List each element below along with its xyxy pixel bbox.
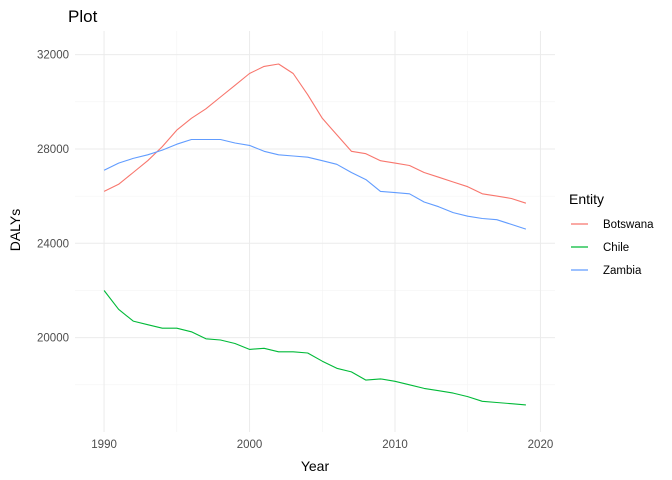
y-tick-label: 24000 (37, 238, 69, 250)
y-tick-labels: 20000 24000 28000 32000 (37, 50, 69, 345)
legend: Entity Botswana Chile Zambia (569, 191, 654, 277)
x-tick-label: 1990 (91, 439, 117, 451)
chart-title: Plot (68, 7, 98, 26)
series-line-botswana (103, 63, 527, 204)
y-tick-label: 28000 (37, 144, 69, 156)
y-tick-label: 20000 (37, 333, 69, 345)
series-lines (103, 63, 527, 406)
legend-label-zambia: Zambia (603, 265, 642, 277)
x-tick-label: 2020 (528, 439, 554, 451)
series-line-chile (103, 290, 526, 406)
legend-label-chile: Chile (603, 242, 629, 254)
x-tick-label: 2000 (237, 439, 263, 451)
legend-label-botswana: Botswana (603, 219, 654, 231)
x-tick-label: 2010 (382, 439, 408, 451)
x-axis-title: Year (301, 458, 330, 474)
grid (75, 31, 555, 432)
y-tick-label: 32000 (37, 50, 69, 62)
x-tick-labels: 1990 2000 2010 2020 (91, 439, 553, 451)
legend-title: Entity (569, 191, 604, 207)
series-line-zambia (103, 138, 527, 230)
y-axis-title: DALYs (7, 209, 23, 252)
